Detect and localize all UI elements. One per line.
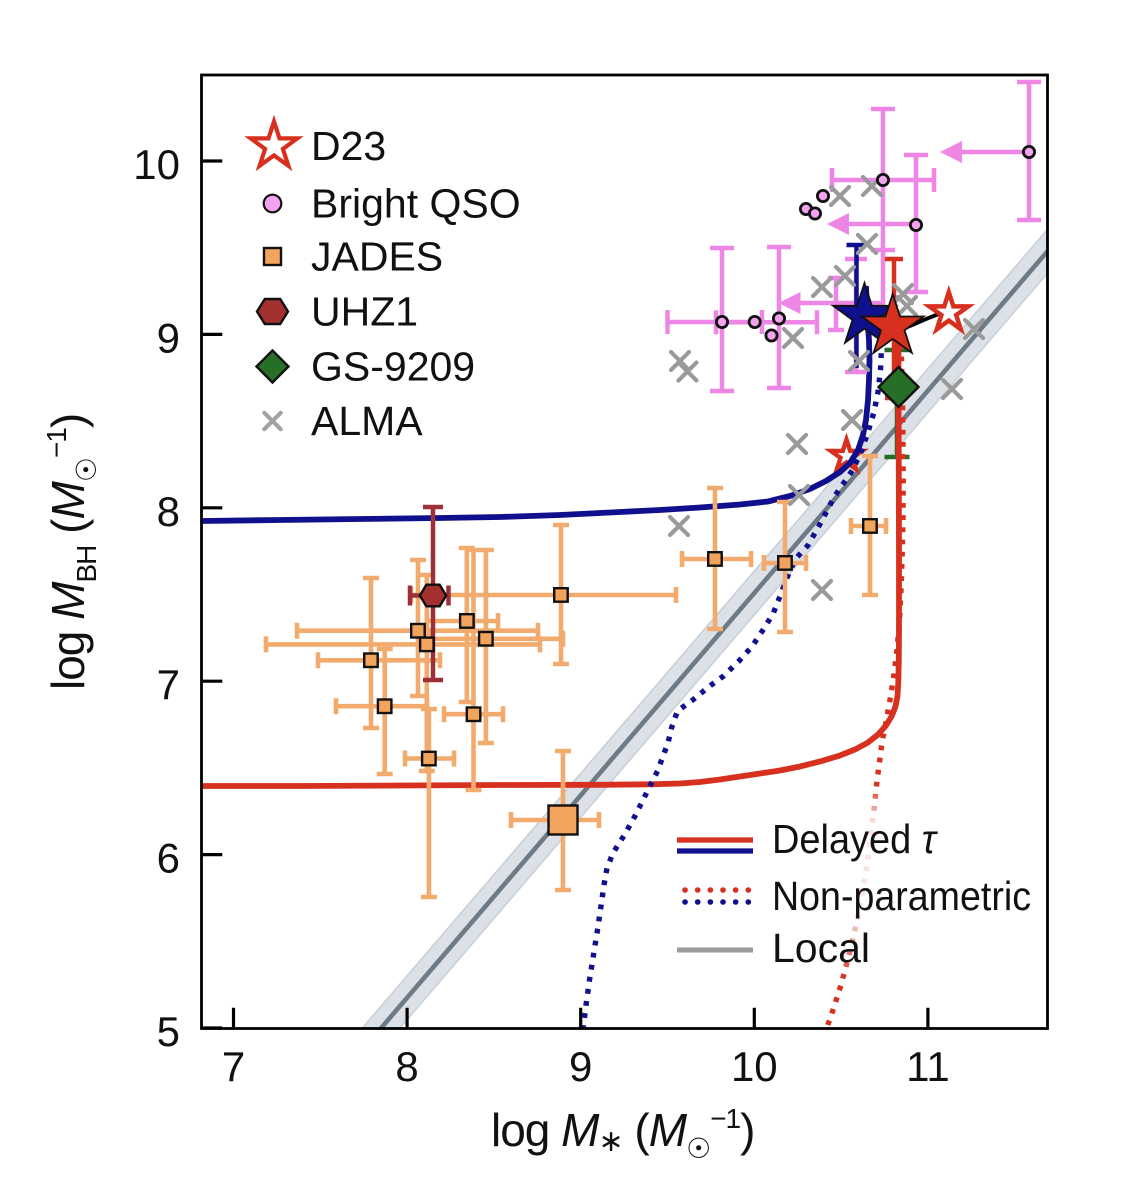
svg-text:D23: D23 <box>311 123 386 169</box>
svg-text:ALMA: ALMA <box>311 398 423 444</box>
svg-text:JADES: JADES <box>311 234 443 280</box>
svg-text:log MBH (M☉−1): log MBH (M☉−1) <box>41 414 102 690</box>
svg-text:5: 5 <box>157 1008 180 1055</box>
svg-text:GS-9209: GS-9209 <box>311 344 475 390</box>
svg-text:UHZ1: UHZ1 <box>311 289 418 335</box>
svg-text:9: 9 <box>569 1043 592 1090</box>
svg-text:9: 9 <box>157 314 180 361</box>
svg-text:8: 8 <box>395 1043 418 1090</box>
svg-text:7: 7 <box>222 1043 245 1090</box>
svg-text:10: 10 <box>731 1043 778 1090</box>
svg-text:Non-parametric: Non-parametric <box>772 873 1031 919</box>
svg-text:7: 7 <box>157 661 180 708</box>
svg-text:10: 10 <box>133 141 180 188</box>
svg-text:Local: Local <box>772 925 870 971</box>
svg-text:11: 11 <box>906 1043 950 1090</box>
svg-text:8: 8 <box>157 488 180 535</box>
svg-text:6: 6 <box>157 835 180 882</box>
svg-text:Bright QSO: Bright QSO <box>311 181 521 227</box>
svg-text:Delayed τ: Delayed τ <box>772 816 938 862</box>
